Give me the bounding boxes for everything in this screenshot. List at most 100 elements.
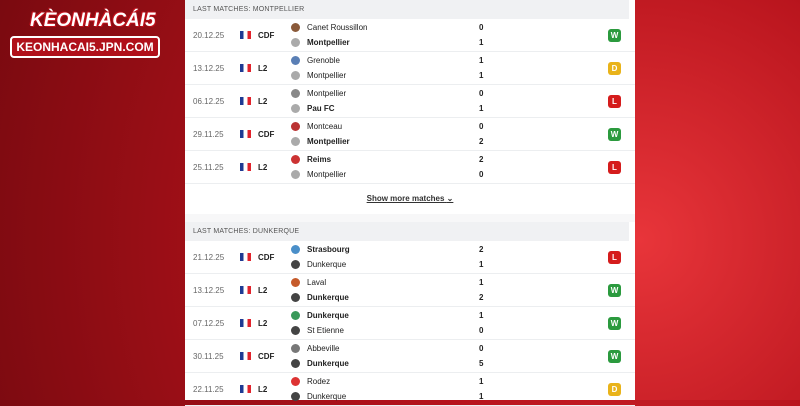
away-team[interactable]: Montpellier bbox=[291, 69, 346, 83]
home-team-name: Grenoble bbox=[307, 56, 340, 65]
france-flag-icon bbox=[240, 64, 251, 72]
team-crest-icon bbox=[291, 392, 300, 402]
away-team-name: Pau FC bbox=[307, 104, 335, 113]
home-team[interactable]: Dunkerque bbox=[291, 309, 349, 323]
result-badge: L bbox=[608, 251, 621, 264]
home-team[interactable]: Grenoble bbox=[291, 54, 340, 68]
away-team[interactable]: Dunkerque bbox=[291, 291, 349, 305]
home-team[interactable]: Strasbourg bbox=[291, 243, 350, 257]
match-date: 07.12.25 bbox=[193, 319, 225, 328]
home-team-name: Laval bbox=[307, 278, 327, 287]
home-score: 2 bbox=[479, 155, 484, 164]
match-row[interactable]: 21.12.25 CDF Strasbourg Dunkerque 2 1 L bbox=[185, 241, 635, 274]
result-badge: D bbox=[608, 62, 621, 75]
match-date: 20.12.25 bbox=[193, 31, 225, 40]
home-team-name: Canet Roussillon bbox=[307, 23, 368, 32]
away-score: 1 bbox=[479, 71, 484, 80]
show-more-matches-button[interactable]: Show more matches ⌄ bbox=[185, 184, 635, 214]
match-row[interactable]: 25.11.25 L2 Reims Montpellier 2 0 L bbox=[185, 151, 635, 184]
competition: CDF bbox=[258, 253, 275, 262]
home-team[interactable]: Reims bbox=[291, 153, 331, 167]
team-crest-icon bbox=[291, 359, 300, 369]
away-team-name: Dunkerque bbox=[307, 260, 347, 269]
home-score: 1 bbox=[479, 311, 484, 320]
logo-brand: KÈONHÀCÁI5 bbox=[30, 10, 156, 31]
france-flag-icon bbox=[240, 385, 251, 393]
away-score: 1 bbox=[479, 38, 484, 47]
team-crest-icon bbox=[291, 71, 300, 81]
match-row[interactable]: 06.12.25 L2 Montpellier Pau FC 0 1 L bbox=[185, 85, 635, 118]
home-team-name: Strasbourg bbox=[307, 245, 350, 254]
match-row[interactable]: 13.12.25 L2 Laval Dunkerque 1 2 W bbox=[185, 274, 635, 307]
france-flag-icon bbox=[240, 253, 251, 261]
result-badge: W bbox=[608, 128, 621, 141]
competition: L2 bbox=[258, 286, 268, 295]
away-team[interactable]: Dunkerque bbox=[291, 357, 349, 371]
match-date: 25.11.25 bbox=[193, 163, 224, 172]
home-team-name: Montpellier bbox=[307, 89, 347, 98]
away-team[interactable]: Montpellier bbox=[291, 135, 350, 149]
away-team[interactable]: Montpellier bbox=[291, 168, 346, 182]
match-row[interactable]: 13.12.25 L2 Grenoble Montpellier 1 1 D bbox=[185, 52, 635, 85]
france-flag-icon bbox=[240, 286, 251, 294]
result-badge: W bbox=[608, 317, 621, 330]
away-score: 2 bbox=[479, 137, 484, 146]
team-crest-icon bbox=[291, 245, 300, 255]
match-row[interactable]: 22.11.25 L2 Rodez Dunkerque 1 1 D bbox=[185, 373, 635, 406]
team-crest-icon bbox=[291, 293, 300, 303]
chevron-down-icon: ⌄ bbox=[446, 194, 454, 203]
home-team-name: Abbeville bbox=[307, 344, 340, 353]
team-crest-icon bbox=[291, 56, 300, 66]
home-team[interactable]: Canet Roussillon bbox=[291, 21, 367, 35]
home-score: 1 bbox=[479, 278, 484, 287]
france-flag-icon bbox=[240, 97, 251, 105]
team-crest-icon bbox=[291, 155, 300, 165]
home-team-name: Dunkerque bbox=[307, 311, 349, 320]
away-score: 5 bbox=[479, 359, 484, 368]
home-team[interactable]: Rodez bbox=[291, 375, 330, 389]
competition: CDF bbox=[258, 130, 275, 139]
france-flag-icon bbox=[240, 352, 251, 360]
away-score: 1 bbox=[479, 104, 484, 113]
competition: L2 bbox=[258, 64, 268, 73]
match-row[interactable]: 30.11.25 CDF Abbeville Dunkerque 0 5 W bbox=[185, 340, 635, 373]
team-crest-icon bbox=[291, 23, 300, 33]
match-date: 29.11.25 bbox=[193, 130, 224, 139]
competition: CDF bbox=[258, 31, 275, 40]
home-team-name: Reims bbox=[307, 155, 332, 164]
team-crest-icon bbox=[291, 89, 300, 99]
logo-url: KEONHACAI5.JPN.COM bbox=[10, 36, 160, 58]
team-crest-icon bbox=[291, 278, 300, 288]
home-team[interactable]: Abbeville bbox=[291, 342, 339, 356]
home-score: 1 bbox=[479, 56, 484, 65]
away-team[interactable]: Montpellier bbox=[291, 36, 350, 50]
match-date: 13.12.25 bbox=[193, 286, 225, 295]
away-team-name: Montpellier bbox=[307, 137, 350, 146]
france-flag-icon bbox=[240, 31, 251, 39]
home-team[interactable]: Montceau bbox=[291, 120, 342, 134]
match-row[interactable]: 20.12.25 CDF Canet Roussillon Montpellie… bbox=[185, 19, 635, 52]
away-team[interactable]: Dunkerque bbox=[291, 258, 346, 272]
away-score: 0 bbox=[479, 326, 484, 335]
match-row[interactable]: 29.11.25 CDF Montceau Montpellier 0 2 W bbox=[185, 118, 635, 151]
match-date: 06.12.25 bbox=[193, 97, 225, 106]
section-header: LAST MATCHES: MONTPELLIER bbox=[185, 0, 629, 19]
team-crest-icon bbox=[291, 104, 300, 114]
result-badge: D bbox=[608, 383, 621, 396]
away-team[interactable]: Pau FC bbox=[291, 102, 335, 116]
section-header: LAST MATCHES: DUNKERQUE bbox=[185, 222, 629, 241]
site-logo[interactable]: KÈONHÀCÁI5 KEONHACAI5.JPN.COM bbox=[10, 10, 160, 58]
away-score: 2 bbox=[479, 293, 484, 302]
home-team[interactable]: Montpellier bbox=[291, 87, 346, 101]
team-crest-icon bbox=[291, 38, 300, 48]
away-team-name: Dunkerque bbox=[307, 293, 349, 302]
match-row[interactable]: 07.12.25 L2 Dunkerque St Etienne 1 0 W bbox=[185, 307, 635, 340]
away-team[interactable]: Dunkerque bbox=[291, 390, 346, 404]
team-crest-icon bbox=[291, 260, 300, 270]
away-team[interactable]: St Etienne bbox=[291, 324, 344, 338]
home-team[interactable]: Laval bbox=[291, 276, 326, 290]
team-crest-icon bbox=[291, 344, 300, 354]
away-team-name: Montpellier bbox=[307, 71, 347, 80]
team-crest-icon bbox=[291, 326, 300, 336]
home-score: 0 bbox=[479, 23, 484, 32]
